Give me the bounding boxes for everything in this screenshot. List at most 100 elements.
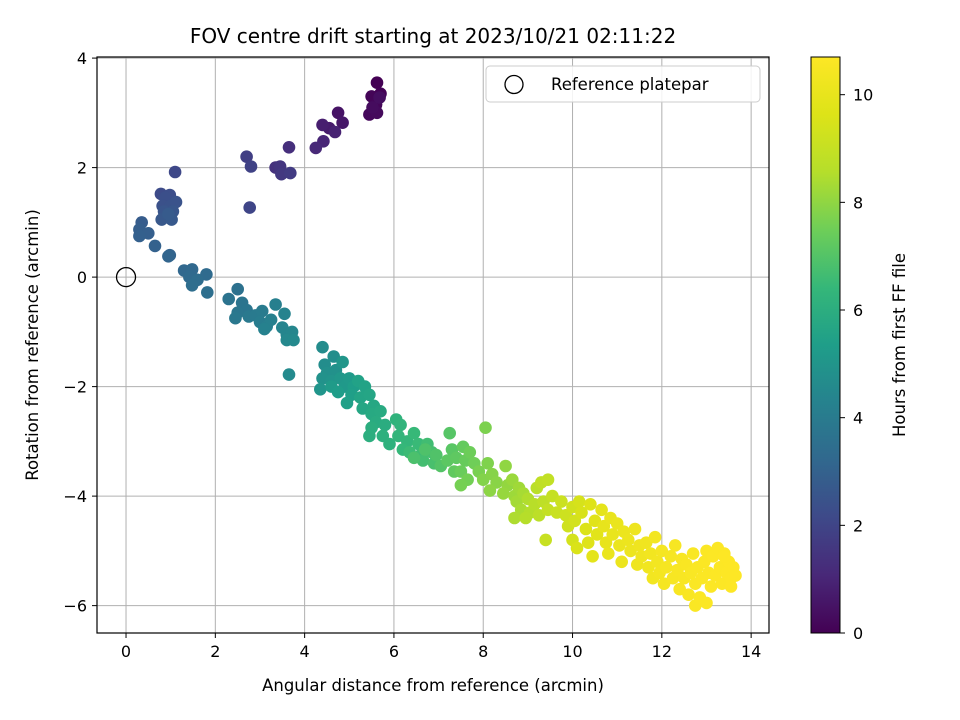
data-point — [331, 106, 345, 120]
data-point — [481, 457, 495, 470]
reference-marker — [115, 266, 137, 288]
data-point — [648, 530, 662, 544]
data-point — [606, 528, 619, 541]
data-point — [363, 388, 376, 402]
data-point — [340, 396, 354, 410]
colorbar: 0 2 4 6 8 10 Hours from first FF file — [810, 56, 909, 643]
y-tick-label: −2 — [63, 378, 87, 397]
legend-marker — [504, 74, 524, 95]
y-tick-label: −6 — [63, 597, 87, 616]
data-point — [229, 311, 242, 325]
data-point — [642, 561, 655, 574]
colorbar-tick-label: 2 — [853, 516, 863, 535]
data-point — [479, 421, 492, 435]
colorbar-tick-label: 8 — [853, 193, 863, 212]
data-point — [508, 511, 521, 525]
data-point — [284, 166, 297, 180]
data-point — [162, 207, 175, 221]
data-point — [700, 596, 713, 610]
data-point — [240, 150, 253, 163]
x-tick-label: 8 — [478, 642, 488, 661]
data-point — [255, 304, 269, 318]
x-axis-ticks: 0 2 4 6 8 10 12 14 — [121, 633, 761, 661]
colorbar-ticks: 0 2 4 6 8 10 — [840, 86, 873, 643]
x-tick-label: 0 — [121, 642, 131, 661]
colorbar-label: Hours from first FF file — [890, 253, 909, 437]
y-axis-ticks: −6 −4 −2 0 2 4 — [63, 49, 97, 616]
reference-layer — [115, 266, 137, 288]
data-point — [704, 580, 718, 593]
data-point — [162, 249, 175, 263]
data-point — [718, 550, 731, 563]
data-point — [539, 533, 552, 547]
grid-lines — [97, 57, 769, 633]
x-tick-label: 6 — [389, 642, 399, 661]
data-point — [269, 298, 282, 311]
data-point — [370, 76, 384, 89]
data-point — [555, 495, 568, 508]
data-point — [282, 368, 296, 381]
data-point — [394, 418, 407, 432]
data-point — [407, 451, 421, 465]
data-point — [664, 550, 678, 563]
colorbar-tick-label: 10 — [853, 86, 873, 105]
data-point — [575, 506, 588, 519]
data-point — [570, 541, 584, 555]
x-tick-label: 4 — [300, 642, 310, 661]
data-point — [243, 201, 256, 214]
data-point — [201, 286, 214, 299]
data-point — [231, 282, 244, 296]
data-point — [418, 443, 432, 456]
data-point — [378, 418, 392, 432]
data-point — [729, 569, 742, 582]
data-points — [133, 76, 742, 612]
data-point — [463, 446, 477, 459]
data-point — [622, 533, 635, 547]
data-point — [168, 165, 182, 179]
data-point — [258, 322, 271, 336]
data-point — [287, 333, 300, 347]
data-point — [579, 522, 593, 536]
data-point — [519, 511, 532, 525]
data-point — [686, 547, 700, 560]
y-tick-label: 0 — [77, 268, 87, 287]
data-point — [572, 495, 586, 508]
data-point — [133, 229, 146, 243]
data-point — [541, 473, 555, 487]
data-point — [546, 489, 559, 503]
data-point — [602, 547, 615, 560]
y-tick-label: 2 — [77, 159, 87, 178]
data-point — [278, 307, 291, 321]
data-point — [336, 116, 349, 129]
data-point — [615, 555, 628, 569]
data-point — [595, 503, 608, 517]
y-tick-label: −4 — [63, 487, 87, 506]
data-point — [383, 437, 396, 451]
data-point — [724, 580, 738, 593]
x-axis-label: Angular distance from reference (arcmin) — [262, 676, 604, 695]
data-point — [499, 459, 512, 473]
data-point — [497, 487, 510, 500]
data-point — [483, 484, 497, 497]
data-point — [373, 91, 386, 104]
legend-box — [485, 65, 761, 103]
data-point — [185, 279, 199, 292]
data-point — [316, 118, 329, 132]
data-point — [314, 383, 327, 396]
colorbar-tick-label: 6 — [853, 301, 863, 320]
data-point — [443, 426, 457, 440]
data-point — [581, 536, 595, 549]
colorbar-tick-label: 0 — [853, 624, 863, 643]
data-point — [454, 478, 468, 492]
data-point — [363, 429, 376, 443]
data-point — [244, 160, 258, 173]
data-point — [586, 550, 599, 563]
data-point — [628, 522, 642, 536]
data-point — [374, 405, 387, 418]
data-point — [532, 509, 546, 522]
data-point — [316, 340, 329, 354]
data-point — [682, 588, 695, 601]
x-tick-label: 10 — [562, 642, 582, 661]
